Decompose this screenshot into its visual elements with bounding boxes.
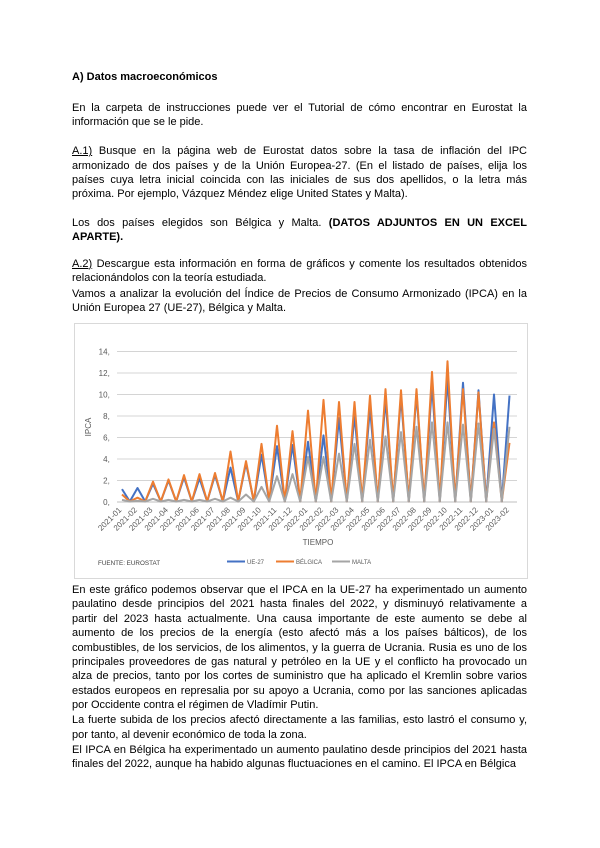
svg-text:MALTA: MALTA	[352, 560, 371, 566]
svg-text:10,: 10,	[99, 390, 110, 399]
svg-text:TIEMPO: TIEMPO	[303, 538, 334, 547]
svg-text:0,: 0,	[103, 498, 110, 507]
svg-text:IPCA: IPCA	[84, 417, 93, 436]
svg-text:8,: 8,	[103, 412, 110, 421]
svg-text:4,: 4,	[103, 455, 110, 464]
svg-text:12,: 12,	[99, 369, 110, 378]
svg-text:UE-27: UE-27	[247, 560, 265, 566]
svg-text:6,: 6,	[103, 433, 110, 442]
svg-text:BÉLGICA: BÉLGICA	[296, 559, 322, 566]
svg-text:2,: 2,	[103, 476, 110, 485]
svg-text:FUENTE: EUROSTAT: FUENTE: EUROSTAT	[98, 560, 160, 567]
svg-text:14,: 14,	[99, 347, 110, 356]
